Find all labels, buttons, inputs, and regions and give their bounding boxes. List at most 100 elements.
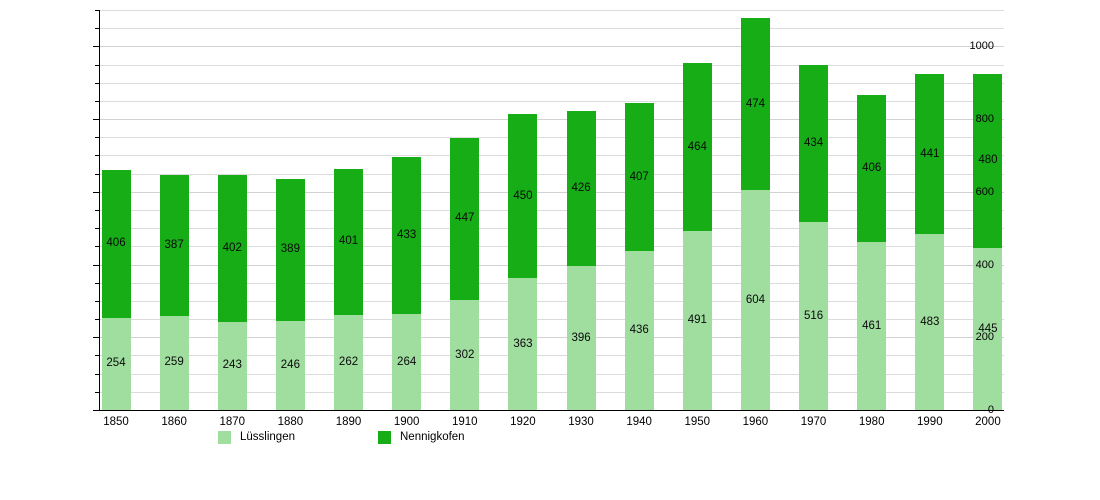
x-axis-label-1990: 1990 <box>917 416 943 428</box>
bar-value-label-nennigkofen-1890: 401 <box>338 235 359 248</box>
x-axis-label-1980: 1980 <box>858 416 885 428</box>
x-axis-label-1920: 1920 <box>510 416 536 428</box>
y-tick-200 <box>93 337 99 339</box>
bar-segment-nennigkofen-1920: 450 <box>508 114 538 278</box>
y-tick-label-0: 0 <box>987 404 994 416</box>
legend-label-l-sslingen: Lüsslingen <box>240 431 295 443</box>
x-axis-label-1950: 1950 <box>684 416 711 428</box>
bar-value-label-l-sslingen-1850: 254 <box>106 357 126 370</box>
gridline-major-800 <box>100 119 1004 121</box>
gridline-minor-700 <box>100 155 1004 157</box>
bar-value-label-l-sslingen-1950: 491 <box>687 314 707 327</box>
gridline-minor-850 <box>100 100 1004 102</box>
gridline-minor-100 <box>100 373 1004 375</box>
y-tick-label-400: 400 <box>975 258 994 271</box>
y-tick-label-1000: 1000 <box>969 40 994 53</box>
bar-segment-nennigkofen-1910: 447 <box>450 137 480 301</box>
bar-segment-nennigkofen-1960: 474 <box>740 18 770 191</box>
legend-item-nennigkofen: Nennigkofen <box>378 429 465 445</box>
bar-segment-l-sslingen-1880: 246 <box>275 320 305 410</box>
x-axis-label-1970: 1970 <box>800 416 827 428</box>
y-tick-450 <box>95 246 99 248</box>
bar-value-label-nennigkofen-1870: 402 <box>222 242 242 255</box>
y-axis-line <box>99 10 100 411</box>
bar-value-label-l-sslingen-1870: 243 <box>222 359 242 372</box>
bar-value-label-nennigkofen-1910: 447 <box>455 212 475 225</box>
bar-segment-nennigkofen-1950: 464 <box>682 62 712 232</box>
legend-item-l-sslingen: Lüsslingen <box>218 429 295 445</box>
bar-value-label-nennigkofen-1970: 434 <box>803 136 824 149</box>
gridline-minor-950 <box>100 64 1004 66</box>
y-tick-1050 <box>95 28 99 30</box>
legend-swatch-l-sslingen <box>218 430 231 444</box>
y-tick-700 <box>95 155 99 157</box>
gridline-minor-50 <box>100 391 1004 393</box>
bar-value-label-l-sslingen-1880: 246 <box>280 358 300 371</box>
gridline-major-1000 <box>100 46 1004 48</box>
x-axis-label-1940: 1940 <box>626 416 652 428</box>
bar-value-label-l-sslingen-1920: 363 <box>513 337 533 350</box>
gridline-minor-1050 <box>100 28 1004 30</box>
bar-segment-l-sslingen-1850: 254 <box>101 317 131 410</box>
gridline-minor-450 <box>100 246 1004 248</box>
bar-segment-nennigkofen-1850: 406 <box>101 170 131 318</box>
bar-value-label-l-sslingen-1900: 264 <box>397 355 417 368</box>
y-tick-950 <box>95 64 99 66</box>
bar-value-label-nennigkofen-1850: 406 <box>106 237 126 250</box>
bar-segment-l-sslingen-1970: 516 <box>799 222 829 410</box>
legend-label-nennigkofen: Nennigkofen <box>400 431 465 443</box>
y-tick-400 <box>93 264 99 266</box>
gridline-minor-900 <box>100 82 1004 84</box>
bar-segment-l-sslingen-2000: 445 <box>973 248 1003 410</box>
bar-value-label-l-sslingen-1910: 302 <box>455 348 475 361</box>
y-tick-1100 <box>95 10 99 11</box>
gridline-minor-300 <box>100 300 1004 302</box>
bar-segment-l-sslingen-1960: 604 <box>740 190 770 410</box>
y-tick-350 <box>95 282 99 284</box>
gridline-major-200 <box>100 337 1004 339</box>
bar-segment-l-sslingen-1950: 491 <box>682 231 712 410</box>
y-tick-150 <box>95 355 99 357</box>
bar-segment-l-sslingen-1990: 483 <box>915 234 945 410</box>
bar-segment-nennigkofen-1980: 406 <box>857 94 887 243</box>
y-tick-500 <box>95 228 99 230</box>
x-axis-label-1900: 1900 <box>393 416 420 428</box>
bar-segment-l-sslingen-1860: 259 <box>159 315 189 410</box>
bar-segment-l-sslingen-1900: 264 <box>392 314 422 410</box>
gridline-minor-350 <box>100 282 1004 284</box>
bar-segment-nennigkofen-1900: 433 <box>392 156 422 314</box>
y-tick-800 <box>93 119 99 121</box>
y-tick-label-200: 200 <box>975 331 994 344</box>
x-axis-label-1850: 1850 <box>103 416 129 428</box>
bar-segment-l-sslingen-1920: 363 <box>508 278 538 410</box>
bar-segment-nennigkofen-1940: 407 <box>624 103 654 252</box>
bar-value-label-l-sslingen-1930: 396 <box>571 331 591 344</box>
bar-value-label-nennigkofen-1960: 474 <box>745 97 766 110</box>
bar-segment-l-sslingen-1870: 243 <box>217 321 247 410</box>
bar-value-label-nennigkofen-1860: 387 <box>164 238 184 251</box>
bar-segment-nennigkofen-1930: 426 <box>566 111 596 266</box>
y-tick-50 <box>95 391 99 393</box>
bar-value-label-l-sslingen-1970: 516 <box>803 309 824 322</box>
legend: Lüsslingen Nennigkofen <box>0 429 1100 449</box>
plot-area: 254 406 259 387 243 402 246 389 262 401 264 433 302 4… <box>93 10 1004 416</box>
bar-value-label-l-sslingen-1980: 461 <box>862 319 882 332</box>
y-tick-850 <box>95 100 99 102</box>
y-tick-750 <box>95 137 99 139</box>
bar-value-label-nennigkofen-1980: 406 <box>862 162 882 175</box>
bar-segment-l-sslingen-1980: 461 <box>857 242 887 410</box>
y-tick-600 <box>93 191 99 193</box>
y-tick-label-800: 800 <box>975 113 994 126</box>
gridline-minor-500 <box>100 228 1004 230</box>
bar-segment-nennigkofen-1860: 387 <box>159 175 189 316</box>
gridline-minor-1100 <box>100 10 1004 11</box>
bar-value-label-l-sslingen-1990: 483 <box>920 315 940 328</box>
bar-value-label-l-sslingen-1940: 436 <box>629 324 649 337</box>
bar-segment-nennigkofen-1880: 389 <box>275 179 305 321</box>
gridline-minor-550 <box>100 210 1004 211</box>
bar-value-label-nennigkofen-1940: 407 <box>629 170 649 183</box>
y-tick-100 <box>95 373 99 375</box>
x-axis-label-1890: 1890 <box>335 416 362 428</box>
bar-segment-l-sslingen-1890: 262 <box>334 314 364 410</box>
